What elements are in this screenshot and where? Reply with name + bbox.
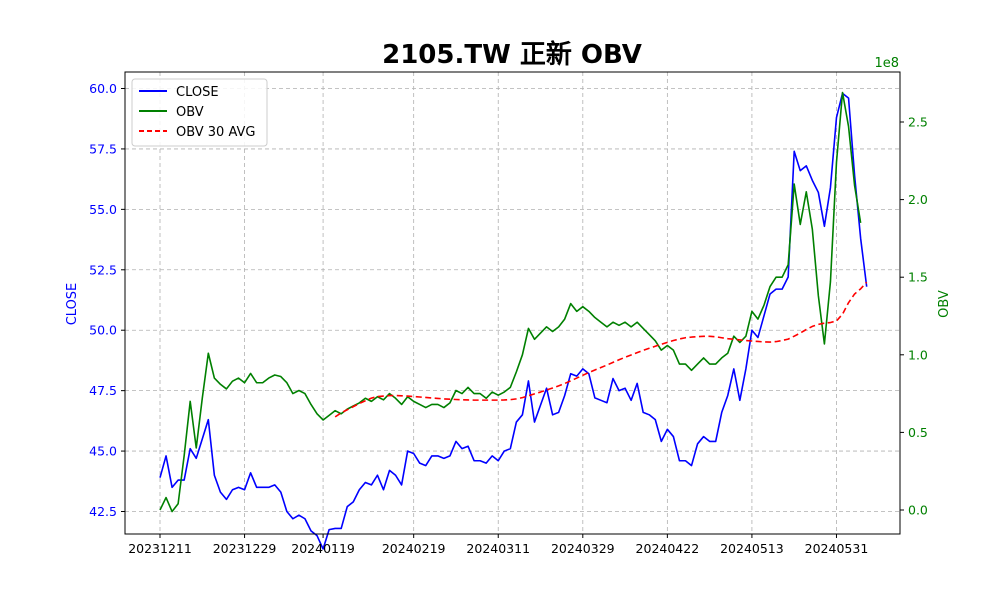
x-tick-label: 20240531 <box>805 541 869 556</box>
plot-series <box>159 91 868 550</box>
grid <box>125 72 900 534</box>
x-tick-label: 20240513 <box>720 541 784 556</box>
y-right-tick-label: 1.0 <box>908 347 928 362</box>
obv-line <box>159 91 862 513</box>
y-left-tick-label: 52.5 <box>89 262 117 277</box>
chart-title: 2105.TW 正新 OBV <box>382 39 642 70</box>
y-left-tick-label: 55.0 <box>89 202 117 217</box>
y-right-tick-label: 0.5 <box>908 425 928 440</box>
legend: CLOSE OBV OBV 30 AVG <box>131 78 268 147</box>
legend-label-avg: OBV 30 AVG <box>176 125 255 140</box>
y-left-tick-label: 50.0 <box>89 323 117 338</box>
y-right-tick-label: 2.5 <box>908 115 928 130</box>
x-tick-label: 20231211 <box>128 541 192 556</box>
legend-label-close: CLOSE <box>176 85 219 100</box>
legend-box <box>131 78 268 147</box>
x-tick-label: 20240219 <box>382 541 446 556</box>
y-right-tick-label: 0.0 <box>908 503 928 518</box>
close-line <box>159 92 868 550</box>
x-tick-label: 20240311 <box>466 541 530 556</box>
legend-label-obv: OBV <box>176 105 204 120</box>
x-tick-label: 20240329 <box>551 541 615 556</box>
x-tick-label: 20240119 <box>291 541 355 556</box>
x-tick-label: 20231229 <box>213 541 277 556</box>
y-axis-label-obv: OBV <box>937 290 952 318</box>
y-left-tick-label: 45.0 <box>89 444 117 459</box>
y-left-tick-label: 47.5 <box>89 383 117 398</box>
y-axis-label-close: CLOSE <box>65 283 80 326</box>
plot-frame <box>124 71 901 535</box>
obv-avg-line <box>334 281 868 418</box>
y-right-tick-label: 2.0 <box>908 192 928 207</box>
y-left-tick-label: 60.0 <box>89 81 117 96</box>
y-right-tick-label: 1.5 <box>908 270 928 285</box>
right-axis-multiplier: 1e8 <box>874 56 899 71</box>
x-tick-label: 20240422 <box>636 541 700 556</box>
axes: 20231211 20231229 20240119 20240219 20240311… <box>89 81 928 556</box>
y-left-tick-label: 42.5 <box>89 504 117 519</box>
y-left-tick-label: 57.5 <box>89 141 117 156</box>
